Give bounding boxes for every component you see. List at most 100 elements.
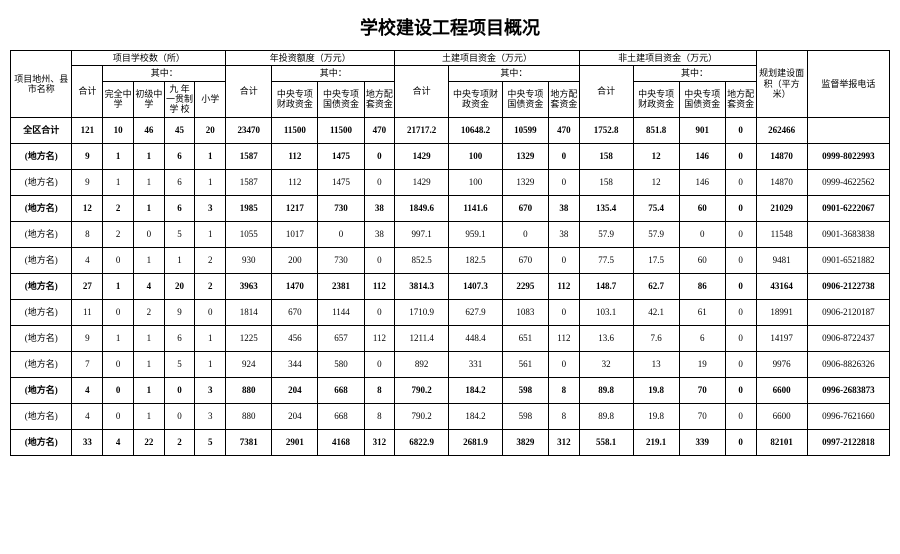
cell: 70 [679, 377, 725, 403]
cell: 627.9 [449, 299, 503, 325]
table-row: (地方名)1102901814670114401710.9627.9108301… [11, 299, 890, 325]
cell: 0 [725, 247, 756, 273]
cell: 11500 [272, 117, 318, 143]
cell: 0 [725, 325, 756, 351]
cell: 1144 [318, 299, 364, 325]
cell: 5 [195, 429, 226, 455]
cell: 135.4 [579, 195, 633, 221]
hdr-group2: 年投资额度（万元） [226, 51, 395, 66]
cell: 0 [133, 221, 164, 247]
hdr-g1-c3: 九 年一贯制学 校 [164, 81, 195, 117]
cell: 146 [679, 169, 725, 195]
hdr-g1-c4: 小学 [195, 81, 226, 117]
hdr-g1-qizhong: 其中： [103, 66, 226, 81]
cell: 3 [195, 403, 226, 429]
hdr-g3-heji: 合计 [395, 66, 449, 117]
cell: 23470 [226, 117, 272, 143]
cell: 2681.9 [449, 429, 503, 455]
cell: 0 [548, 247, 579, 273]
hdr-group1: 项目学校数（所） [72, 51, 226, 66]
cell: 21717.2 [395, 117, 449, 143]
cell: 121 [72, 117, 103, 143]
cell: 580 [318, 351, 364, 377]
cell: 0996-7621660 [807, 403, 889, 429]
cell: 4 [72, 377, 103, 403]
cell: 10599 [502, 117, 548, 143]
cell: 1429 [395, 169, 449, 195]
cell: (地方名) [11, 195, 72, 221]
cell: 112 [272, 169, 318, 195]
cell: 0999-8022993 [807, 143, 889, 169]
cell: 924 [226, 351, 272, 377]
cell: 4 [72, 403, 103, 429]
cell: 全区合计 [11, 117, 72, 143]
cell: 312 [548, 429, 579, 455]
cell: 0906-2120187 [807, 299, 889, 325]
cell: 470 [364, 117, 395, 143]
page-title: 学校建设工程项目概况 [10, 14, 890, 40]
cell: 112 [548, 325, 579, 351]
cell: 0906-8722437 [807, 325, 889, 351]
hdr-g1-c2: 初级中学 [133, 81, 164, 117]
cell: 14870 [756, 143, 807, 169]
cell: 0906-8826326 [807, 351, 889, 377]
cell: 852.5 [395, 247, 449, 273]
cell: 3829 [502, 429, 548, 455]
hdr-g3-c1: 中央专项财政资金 [449, 81, 503, 117]
cell: 0 [364, 143, 395, 169]
cell: 0 [725, 221, 756, 247]
cell: 0 [548, 299, 579, 325]
cell: 2 [103, 195, 134, 221]
cell: 2 [195, 247, 226, 273]
cell: 103.1 [579, 299, 633, 325]
cell: (地方名) [11, 377, 72, 403]
cell: 0996-2683873 [807, 377, 889, 403]
cell: 2295 [502, 273, 548, 299]
cell: 45 [164, 117, 195, 143]
cell: 339 [679, 429, 725, 455]
cell: (地方名) [11, 325, 72, 351]
cell: 9 [72, 169, 103, 195]
cell: 1017 [272, 221, 318, 247]
cell: 0 [103, 377, 134, 403]
cell: 12 [633, 169, 679, 195]
cell: 1329 [502, 169, 548, 195]
cell: 8 [72, 221, 103, 247]
cell: 0 [725, 273, 756, 299]
cell: 1407.3 [449, 273, 503, 299]
cell: 1225 [226, 325, 272, 351]
cell: 0 [364, 351, 395, 377]
cell: 670 [272, 299, 318, 325]
cell: 3963 [226, 273, 272, 299]
cell: 730 [318, 195, 364, 221]
cell: 0 [679, 221, 725, 247]
hdr-g2-c3: 地方配套资金 [364, 81, 395, 117]
hdr-g4-c3: 地方配套资金 [725, 81, 756, 117]
cell: 75.4 [633, 195, 679, 221]
cell: 146 [679, 143, 725, 169]
cell: 312 [364, 429, 395, 455]
cell: (地方名) [11, 429, 72, 455]
cell: 3814.3 [395, 273, 449, 299]
cell: 158 [579, 169, 633, 195]
cell: 4 [133, 273, 164, 299]
hdr-g4-c1: 中央专项财政资金 [633, 81, 679, 117]
cell: 0 [725, 403, 756, 429]
table-row: (地方名)401038802046688790.2184.2598889.819… [11, 403, 890, 429]
hdr-g3-c2: 中央专项国债资金 [502, 81, 548, 117]
cell: 112 [548, 273, 579, 299]
cell: 20 [195, 117, 226, 143]
cell: 13 [633, 351, 679, 377]
cell: 0901-6521882 [807, 247, 889, 273]
cell: 7381 [226, 429, 272, 455]
cell: 100 [449, 169, 503, 195]
cell: 0 [103, 247, 134, 273]
cell: 184.2 [449, 403, 503, 429]
cell: 930 [226, 247, 272, 273]
cell: 657 [318, 325, 364, 351]
table-row: (地方名)401129302007300852.5182.5670077.517… [11, 247, 890, 273]
hdr-g3-c3: 地方配套资金 [548, 81, 579, 117]
cell: 2 [133, 299, 164, 325]
cell: 1 [103, 325, 134, 351]
cell: 57.9 [633, 221, 679, 247]
